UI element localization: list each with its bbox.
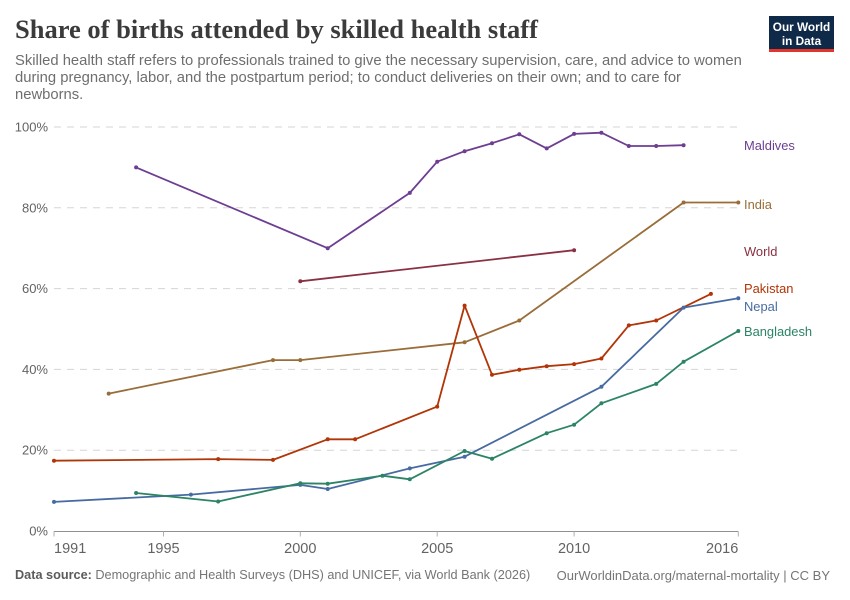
svg-text:100%: 100% xyxy=(15,120,49,135)
svg-text:Maldives: Maldives xyxy=(744,138,795,153)
svg-text:Bangladesh: Bangladesh xyxy=(744,324,812,339)
svg-text:2010: 2010 xyxy=(558,541,590,557)
svg-text:40%: 40% xyxy=(22,362,48,377)
svg-text:60%: 60% xyxy=(22,281,48,296)
svg-text:2016: 2016 xyxy=(706,541,738,557)
svg-text:India: India xyxy=(744,197,773,212)
svg-text:1991: 1991 xyxy=(54,541,86,557)
svg-text:2000: 2000 xyxy=(284,541,316,557)
svg-text:80%: 80% xyxy=(22,200,48,215)
svg-text:20%: 20% xyxy=(22,443,48,458)
svg-text:2005: 2005 xyxy=(421,541,453,557)
svg-text:0%: 0% xyxy=(29,524,48,539)
svg-text:Pakistan: Pakistan xyxy=(744,281,793,296)
svg-text:1995: 1995 xyxy=(147,541,179,557)
svg-text:Nepal: Nepal xyxy=(744,299,778,314)
svg-text:World: World xyxy=(744,244,777,259)
